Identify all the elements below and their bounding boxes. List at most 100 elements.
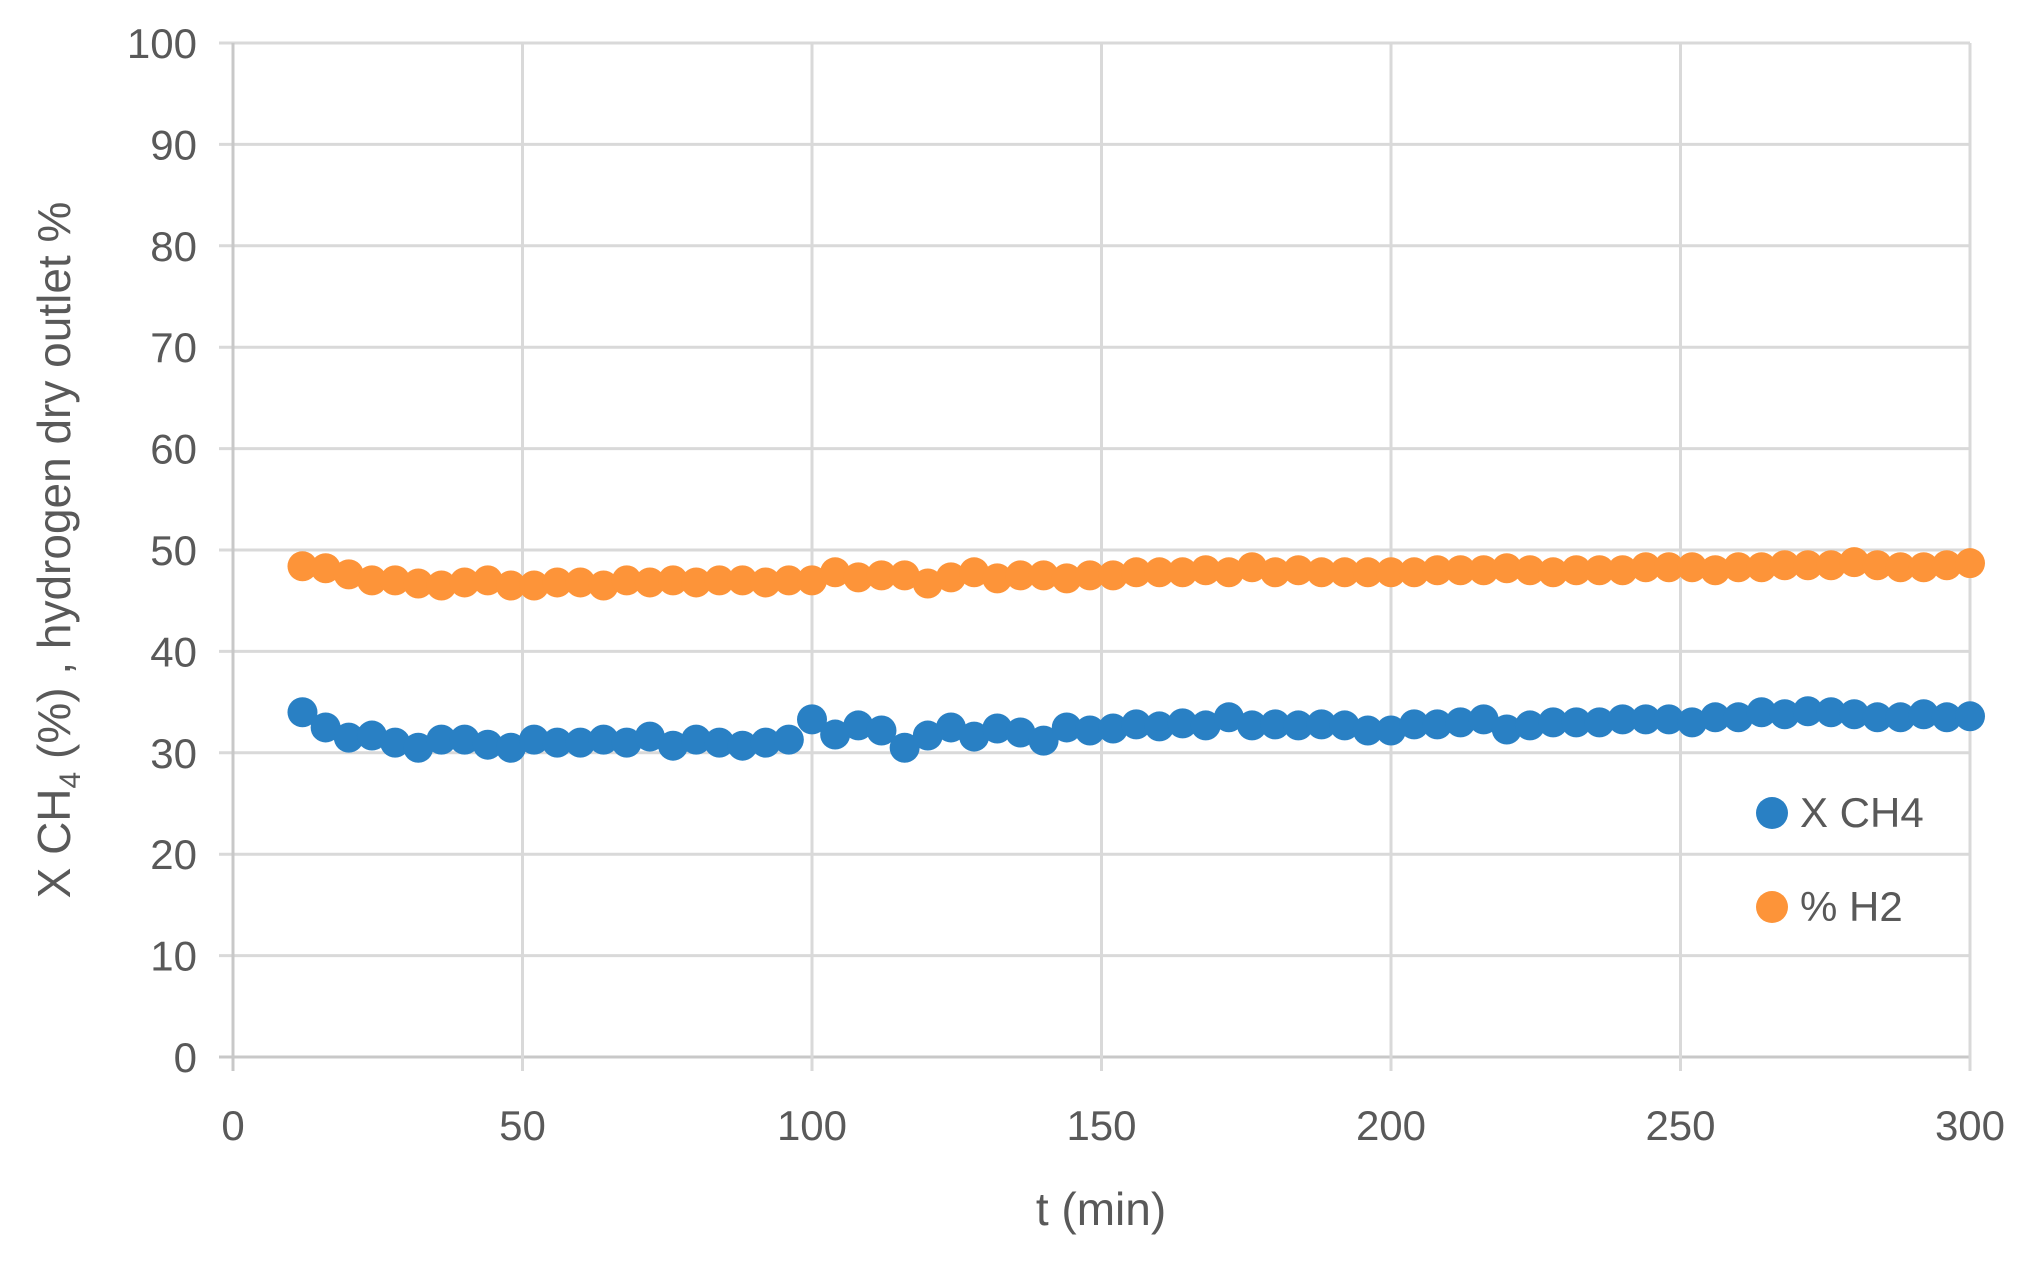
legend-label-h2: % H2 [1800, 883, 1903, 930]
data-point [542, 727, 573, 758]
data-point [1098, 713, 1129, 744]
data-point [959, 721, 990, 752]
data-point [1839, 547, 1870, 578]
legend-item-h2[interactable]: % H2 [1756, 883, 1903, 930]
data-point [773, 565, 804, 596]
data-point [1607, 704, 1638, 735]
x-tick-label: 0 [221, 1102, 244, 1149]
data-point [1491, 714, 1522, 745]
data-point [1074, 560, 1105, 591]
data-point [1005, 717, 1036, 748]
series-h2 [287, 547, 1985, 601]
data-point [773, 724, 804, 755]
data-point [1028, 725, 1059, 756]
data-point [495, 732, 526, 763]
data-point [1422, 709, 1453, 740]
data-point [889, 560, 920, 591]
data-point [750, 727, 781, 758]
y-axis-title: X CH4 (%) , hydrogen dry outlet % [28, 202, 87, 899]
data-point [611, 565, 642, 596]
data-point [1538, 707, 1569, 738]
data-point [1260, 557, 1291, 588]
data-point [982, 713, 1013, 744]
data-point [1352, 715, 1383, 746]
data-point [1908, 552, 1939, 583]
data-point [1514, 555, 1545, 586]
data-point [912, 720, 943, 751]
data-point [1329, 557, 1360, 588]
legend-label-x-ch4: X CH4 [1800, 789, 1924, 836]
data-point [310, 553, 341, 584]
data-point [588, 724, 619, 755]
data-point [820, 719, 851, 750]
data-point [1955, 548, 1985, 579]
legend-item-x-ch4[interactable]: X CH4 [1756, 789, 1924, 836]
data-point [403, 732, 434, 763]
x-tick-label: 250 [1645, 1102, 1715, 1149]
data-point [1121, 557, 1152, 588]
legend: X CH4 % H2 [1756, 789, 1924, 930]
data-point [704, 727, 735, 758]
y-tick-label: 10 [150, 933, 197, 980]
y-tick-label: 70 [150, 324, 197, 371]
y-tick-label: 100 [127, 20, 197, 67]
data-point [1005, 560, 1036, 591]
x-tick-label: 200 [1356, 1102, 1426, 1149]
data-point [1283, 555, 1314, 586]
data-point [982, 563, 1013, 594]
data-point [1028, 560, 1059, 591]
data-point [658, 730, 689, 761]
data-point [1584, 707, 1615, 738]
y-axis-title-prefix: X CH [28, 788, 80, 898]
data-point [1352, 557, 1383, 588]
data-point [588, 570, 619, 601]
x-axis-tick-labels: 0 50 100 150 200 250 300 [221, 1102, 2005, 1149]
data-point [1677, 552, 1708, 583]
data-point [1931, 702, 1962, 733]
data-point [1862, 702, 1893, 733]
data-point [1167, 708, 1198, 739]
data-point [866, 715, 897, 746]
data-point [912, 568, 943, 599]
data-point [287, 697, 318, 728]
data-point [310, 712, 341, 743]
data-point [1051, 712, 1082, 743]
data-point [1839, 699, 1870, 730]
data-point [1074, 715, 1105, 746]
data-point [1329, 710, 1360, 741]
data-point [1491, 553, 1522, 584]
data-point [472, 729, 503, 760]
data-point [797, 704, 827, 735]
data-point [1816, 550, 1847, 581]
data-point [380, 565, 411, 596]
data-point [1098, 560, 1129, 591]
data-point [1213, 557, 1244, 588]
data-point [1283, 710, 1314, 741]
data-point [727, 730, 758, 761]
data-point [1723, 552, 1754, 583]
data-point [1051, 563, 1082, 594]
data-point [1677, 707, 1708, 738]
data-point [1445, 555, 1476, 586]
data-point [658, 565, 689, 596]
y-axis-title-suffix: (%) , hydrogen dry outlet % [28, 202, 80, 772]
gridlines [219, 41, 1972, 1071]
x-axis-title: t (min) [1036, 1183, 1166, 1235]
data-point [356, 720, 387, 751]
data-point [1144, 711, 1175, 742]
data-point [1399, 709, 1430, 740]
data-point [426, 724, 457, 755]
data-point [1792, 696, 1823, 727]
data-point [1237, 552, 1268, 583]
data-point [1931, 550, 1962, 581]
y-axis-tick-labels: 0 10 20 30 40 50 60 70 80 90 100 [127, 20, 197, 1081]
y-tick-label: 80 [150, 223, 197, 270]
y-tick-label: 30 [150, 730, 197, 777]
data-point [1306, 557, 1337, 588]
legend-marker-orange-circle-icon [1756, 891, 1788, 923]
data-point [1306, 709, 1337, 740]
data-point [403, 568, 434, 599]
data-point [1538, 557, 1569, 588]
data-point [1190, 555, 1221, 586]
